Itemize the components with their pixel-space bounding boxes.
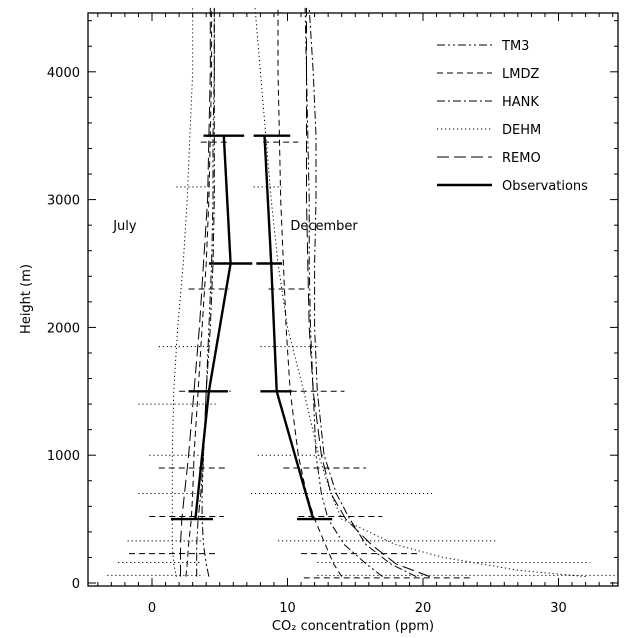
legend-label-tm3: TM3 [501,39,529,54]
legend-label-remo: REMO [502,151,541,166]
series-line-dehm-july [171,7,194,577]
y-tick-label: 4000 [47,66,80,81]
legend-label-dehm: DEHM [502,123,541,138]
axis-ticks [88,13,618,586]
legend-label-observations: Observations [502,179,588,194]
y-tick-label: 1000 [47,449,80,464]
series-line-dehm-december [254,7,586,578]
y-tick-label: 2000 [47,321,80,336]
series-line-remo-december [306,7,430,578]
annotation-december: December [290,219,358,234]
y-tick-label: 3000 [47,194,80,209]
series-line-remo-july [180,7,211,577]
x-tick-label: 0 [148,601,156,616]
series-line-tm3-july [201,7,215,577]
y-axis-label: Height (m) [19,264,34,334]
series-line-lmdz-december [277,7,343,577]
series-line-lmdz-july [185,7,213,577]
x-axis-label: CO₂ concentration (ppm) [272,619,434,634]
x-tick-label: 10 [279,601,296,616]
series-line-observations-december [263,135,315,520]
y-tick-label: 0 [72,577,80,592]
error-bars [107,134,618,579]
x-tick-label: 20 [415,601,432,616]
legend: TM3 LMDZ HANK DEHM REMO Observations [437,39,588,194]
series-line-hank-december [308,7,417,578]
annotation-july: July [112,219,137,234]
series-line-observations-july [194,135,232,520]
legend-label-lmdz: LMDZ [502,67,539,82]
x-tick-label: 30 [550,601,567,616]
legend-label-hank: HANK [502,95,539,110]
series-line-tm3-december [304,7,383,577]
series-lines [171,7,586,578]
plot-frame [87,12,619,587]
tick-labels: 0 10 20 30 0 1000 2000 3000 4000 [47,66,567,616]
